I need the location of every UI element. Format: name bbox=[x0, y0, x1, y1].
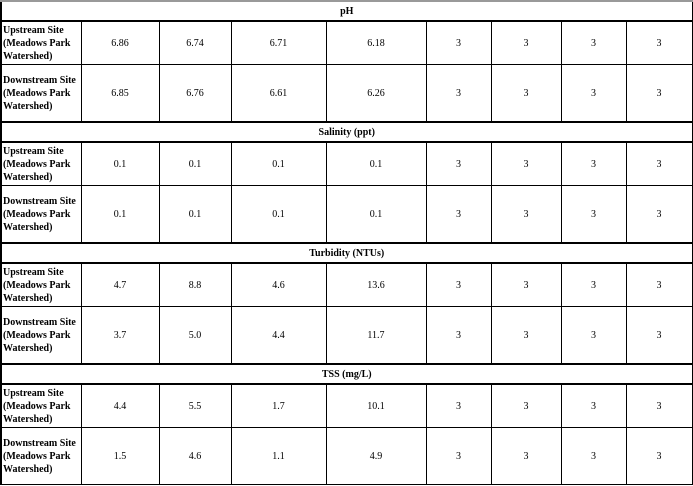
section-header-row: Salinity (ppt) bbox=[0, 121, 693, 143]
value-cell: 4.4 bbox=[230, 306, 327, 365]
site-label: Upstream Site (Meadows Park Watershed) bbox=[0, 262, 82, 307]
value-cell: 3 bbox=[625, 262, 693, 307]
value-cell: 3 bbox=[625, 64, 693, 123]
value-cell: 3 bbox=[560, 64, 627, 123]
value-cell: 3 bbox=[425, 20, 492, 65]
site-label: Downstream Site (Meadows Park Watershed) bbox=[0, 185, 82, 244]
value-cell: 0.1 bbox=[158, 141, 232, 186]
value-cell: 10.1 bbox=[325, 383, 427, 428]
value-cell: 0.1 bbox=[80, 185, 160, 244]
value-cell: 3 bbox=[560, 262, 627, 307]
value-cell: 6.76 bbox=[158, 64, 232, 123]
value-cell: 3 bbox=[625, 141, 693, 186]
site-label: Downstream Site (Meadows Park Watershed) bbox=[0, 306, 82, 365]
value-cell: 3 bbox=[490, 20, 562, 65]
value-cell: 6.71 bbox=[230, 20, 327, 65]
table-row: Downstream Site (Meadows Park Watershed)… bbox=[0, 64, 693, 123]
value-cell: 3 bbox=[560, 306, 627, 365]
section-title: Salinity (ppt) bbox=[0, 121, 693, 143]
value-cell: 3 bbox=[425, 427, 492, 485]
table-row: Downstream Site (Meadows Park Watershed)… bbox=[0, 306, 693, 365]
value-cell: 3 bbox=[625, 427, 693, 485]
value-cell: 3 bbox=[490, 141, 562, 186]
table-row: Downstream Site (Meadows Park Watershed)… bbox=[0, 427, 693, 485]
value-cell: 6.18 bbox=[325, 20, 427, 65]
value-cell: 3 bbox=[425, 64, 492, 123]
value-cell: 3 bbox=[490, 427, 562, 485]
value-cell: 3 bbox=[425, 185, 492, 244]
value-cell: 4.9 bbox=[325, 427, 427, 485]
value-cell: 6.86 bbox=[80, 20, 160, 65]
value-cell: 3 bbox=[560, 20, 627, 65]
section-header-row: Turbidity (NTUs) bbox=[0, 242, 693, 264]
value-cell: 6.85 bbox=[80, 64, 160, 123]
value-cell: 6.61 bbox=[230, 64, 327, 123]
value-cell: 4.6 bbox=[230, 262, 327, 307]
section-title: pH bbox=[0, 0, 693, 22]
section-title: TSS (mg/L) bbox=[0, 363, 693, 385]
value-cell: 6.26 bbox=[325, 64, 427, 123]
table-row: Upstream Site (Meadows Park Watershed) 4.… bbox=[0, 383, 693, 428]
value-cell: 0.1 bbox=[325, 141, 427, 186]
value-cell: 3 bbox=[490, 383, 562, 428]
value-cell: 4.7 bbox=[80, 262, 160, 307]
site-label: Downstream Site (Meadows Park Watershed) bbox=[0, 427, 82, 485]
table-row: Upstream Site (Meadows Park Watershed) 6.… bbox=[0, 20, 693, 65]
value-cell: 3 bbox=[425, 383, 492, 428]
value-cell: 3 bbox=[625, 306, 693, 365]
value-cell: 13.6 bbox=[325, 262, 427, 307]
section-header-row: TSS (mg/L) bbox=[0, 363, 693, 385]
site-label: Downstream Site (Meadows Park Watershed) bbox=[0, 64, 82, 123]
value-cell: 0.1 bbox=[230, 185, 327, 244]
value-cell: 3 bbox=[425, 306, 492, 365]
value-cell: 6.74 bbox=[158, 20, 232, 65]
value-cell: 11.7 bbox=[325, 306, 427, 365]
value-cell: 1.7 bbox=[230, 383, 327, 428]
value-cell: 3.7 bbox=[80, 306, 160, 365]
site-label: Upstream Site (Meadows Park Watershed) bbox=[0, 141, 82, 186]
value-cell: 3 bbox=[425, 262, 492, 307]
section-header-row: pH bbox=[0, 0, 693, 22]
value-cell: 3 bbox=[490, 64, 562, 123]
value-cell: 3 bbox=[560, 185, 627, 244]
value-cell: 0.1 bbox=[80, 141, 160, 186]
value-cell: 3 bbox=[560, 141, 627, 186]
value-cell: 3 bbox=[425, 141, 492, 186]
table-row: Upstream Site (Meadows Park Watershed) 4.… bbox=[0, 262, 693, 307]
value-cell: 5.0 bbox=[158, 306, 232, 365]
value-cell: 3 bbox=[625, 20, 693, 65]
site-label: Upstream Site (Meadows Park Watershed) bbox=[0, 383, 82, 428]
value-cell: 3 bbox=[560, 427, 627, 485]
value-cell: 5.5 bbox=[158, 383, 232, 428]
table-row: Downstream Site (Meadows Park Watershed)… bbox=[0, 185, 693, 244]
value-cell: 4.4 bbox=[80, 383, 160, 428]
value-cell: 8.8 bbox=[158, 262, 232, 307]
site-label: Upstream Site (Meadows Park Watershed) bbox=[0, 20, 82, 65]
value-cell: 3 bbox=[490, 306, 562, 365]
table-row: Upstream Site (Meadows Park Watershed) 0.… bbox=[0, 141, 693, 186]
value-cell: 3 bbox=[490, 185, 562, 244]
value-cell: 0.1 bbox=[158, 185, 232, 244]
section-title: Turbidity (NTUs) bbox=[0, 242, 693, 264]
value-cell: 1.5 bbox=[80, 427, 160, 485]
value-cell: 3 bbox=[560, 383, 627, 428]
value-cell: 0.1 bbox=[230, 141, 327, 186]
value-cell: 4.6 bbox=[158, 427, 232, 485]
value-cell: 3 bbox=[625, 383, 693, 428]
value-cell: 3 bbox=[625, 185, 693, 244]
value-cell: 3 bbox=[490, 262, 562, 307]
value-cell: 1.1 bbox=[230, 427, 327, 485]
value-cell: 0.1 bbox=[325, 185, 427, 244]
